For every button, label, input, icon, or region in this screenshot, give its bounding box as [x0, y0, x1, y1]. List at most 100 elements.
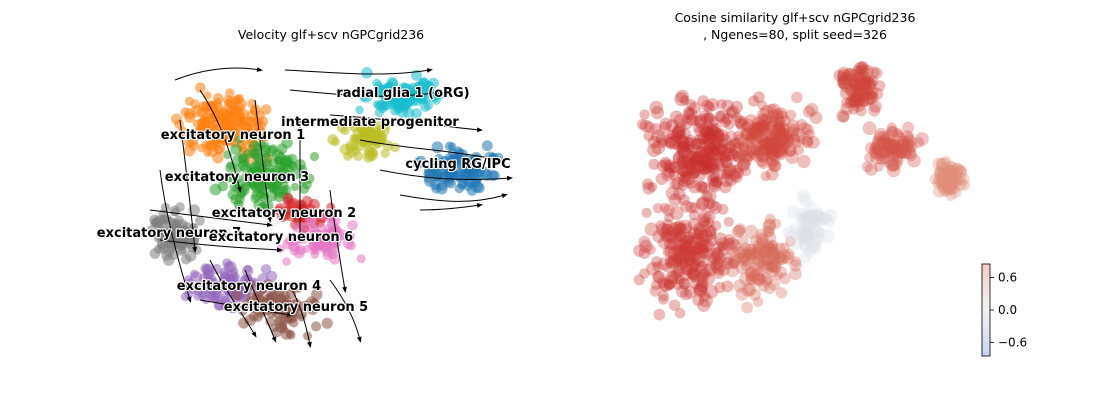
- cell-point: [731, 112, 743, 123]
- cell-point: [749, 288, 761, 301]
- cell-point: [725, 130, 737, 143]
- cell-point: [166, 239, 178, 252]
- cell-point: [690, 137, 703, 150]
- cell-point: [728, 254, 740, 267]
- cell-point: [697, 298, 711, 312]
- cell-point: [738, 252, 750, 264]
- cell-point: [710, 141, 725, 156]
- cell-point: [695, 235, 709, 249]
- cell-point: [672, 264, 686, 278]
- cell-point: [765, 167, 779, 181]
- cell-point: [741, 127, 754, 140]
- cell-point: [844, 83, 858, 97]
- cell-point: [951, 162, 962, 173]
- cell-point: [729, 239, 742, 252]
- stream-line: [254, 99, 273, 223]
- cell-point: [858, 64, 870, 76]
- cell-point: [201, 140, 211, 150]
- cell-point: [674, 230, 686, 242]
- cell-point: [771, 111, 784, 124]
- colorbar-gradient: [981, 263, 991, 357]
- cell-point: [348, 118, 358, 127]
- cell-point: [765, 142, 778, 155]
- cell-point: [647, 182, 658, 193]
- cell-point: [374, 108, 384, 118]
- cell-point: [663, 159, 677, 174]
- cell-point: [880, 137, 892, 148]
- cell-point: [886, 122, 898, 134]
- cell-point: [742, 119, 755, 132]
- cluster-label: excitatory neuron 1: [161, 128, 305, 143]
- cell-point: [838, 75, 852, 90]
- cell-point: [639, 268, 650, 279]
- cell-point: [749, 259, 762, 272]
- cell-point: [858, 82, 872, 95]
- cell-point: [653, 308, 666, 321]
- cell-point: [674, 231, 685, 242]
- cell-point: [680, 162, 695, 177]
- cell-point: [843, 70, 854, 81]
- cluster-labels: radial glia 1 (oRG) intermediate progenit…: [96, 85, 512, 316]
- cell-point: [887, 139, 899, 151]
- cell-point: [679, 240, 692, 253]
- cell-point: [692, 232, 704, 245]
- cell-point: [690, 115, 702, 126]
- cell-point: [680, 223, 692, 235]
- cell-point: [697, 154, 708, 165]
- cell-point: [282, 239, 293, 250]
- cell-point: [278, 300, 291, 313]
- cell-point: [733, 115, 747, 129]
- cell-point: [691, 155, 703, 167]
- cell-point: [697, 247, 709, 259]
- cell-point: [157, 223, 169, 234]
- cell-point: [414, 91, 424, 101]
- cell-point: [694, 169, 707, 182]
- cell-point: [685, 177, 697, 189]
- cell-point: [687, 234, 701, 249]
- cell-point: [681, 170, 693, 181]
- cell-point: [755, 121, 769, 134]
- cell-point: [203, 91, 212, 100]
- cell-point: [903, 132, 915, 144]
- cell-point: [752, 296, 764, 307]
- cell-point: [746, 243, 757, 255]
- cell-point: [737, 235, 749, 247]
- cell-point: [775, 132, 789, 146]
- cell-point: [905, 149, 917, 162]
- cell-point: [233, 164, 243, 174]
- cell-point: [650, 106, 665, 120]
- cell-point: [718, 264, 730, 276]
- cell-point: [755, 154, 769, 168]
- cell-point: [658, 236, 671, 249]
- cell-point: [777, 127, 789, 139]
- cell-point: [696, 160, 708, 172]
- cell-point: [878, 130, 891, 143]
- cell-point: [892, 129, 905, 142]
- cell-point: [676, 156, 690, 170]
- cell-point: [937, 182, 952, 197]
- cell-point: [769, 135, 783, 149]
- cell-point: [256, 297, 266, 307]
- cell-point: [403, 107, 415, 119]
- cell-point: [733, 279, 747, 293]
- cell-point: [804, 201, 817, 213]
- cell-point: [778, 136, 789, 147]
- cell-point: [777, 249, 791, 264]
- cell-point: [728, 138, 740, 150]
- cell-point: [776, 122, 790, 135]
- cell-point: [755, 232, 769, 247]
- cell-point: [674, 230, 687, 242]
- cell-point: [749, 126, 763, 140]
- cell-point: [870, 141, 882, 152]
- cell-point: [680, 117, 694, 130]
- cell-point: [886, 138, 898, 150]
- cell-point: [680, 154, 694, 168]
- cell-point: [807, 237, 822, 251]
- cell-point: [259, 209, 268, 218]
- cell-point: [694, 224, 706, 237]
- cell-point: [881, 136, 895, 151]
- cell-point: [701, 99, 714, 112]
- stream-line: [284, 68, 433, 75]
- cell-point: [733, 163, 744, 174]
